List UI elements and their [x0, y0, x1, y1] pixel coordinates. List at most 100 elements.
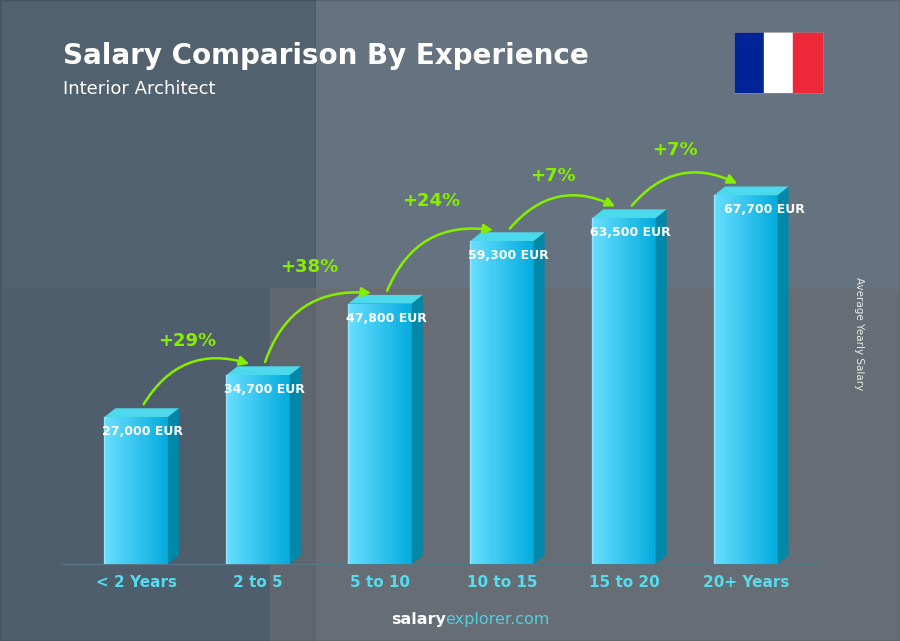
Bar — [499, 241, 502, 564]
Bar — [649, 218, 652, 564]
Bar — [355, 304, 358, 564]
Bar — [530, 241, 534, 564]
Text: 59,300 EUR: 59,300 EUR — [468, 249, 549, 262]
Bar — [361, 304, 365, 564]
Bar — [608, 218, 611, 564]
Bar — [405, 304, 409, 564]
Polygon shape — [714, 187, 788, 196]
Bar — [402, 304, 405, 564]
Bar — [136, 417, 140, 564]
Bar — [358, 304, 361, 564]
Bar — [286, 375, 290, 564]
Text: +7%: +7% — [530, 167, 576, 185]
Bar — [271, 375, 274, 564]
Bar — [146, 417, 148, 564]
Bar — [624, 218, 627, 564]
Text: 63,500 EUR: 63,500 EUR — [590, 226, 670, 239]
Bar — [771, 196, 774, 564]
Polygon shape — [778, 187, 788, 564]
Bar — [121, 417, 123, 564]
Bar — [104, 417, 108, 564]
Bar — [155, 417, 158, 564]
Text: +38%: +38% — [280, 258, 338, 276]
Text: 47,800 EUR: 47,800 EUR — [346, 312, 427, 325]
Bar — [746, 196, 749, 564]
Bar — [130, 417, 133, 564]
Text: 67,700 EUR: 67,700 EUR — [724, 203, 805, 217]
Bar — [627, 218, 630, 564]
Bar — [527, 241, 530, 564]
Polygon shape — [471, 232, 544, 241]
Bar — [158, 417, 161, 564]
Bar — [652, 218, 655, 564]
Bar — [127, 417, 130, 564]
Bar — [752, 196, 755, 564]
Bar — [252, 375, 255, 564]
Bar — [152, 417, 155, 564]
Polygon shape — [592, 210, 667, 218]
Bar — [239, 375, 242, 564]
Bar — [730, 196, 734, 564]
Bar — [490, 241, 492, 564]
Bar — [161, 417, 165, 564]
Bar — [515, 241, 518, 564]
Bar — [492, 241, 496, 564]
Bar — [255, 375, 258, 564]
Bar — [740, 196, 742, 564]
Text: explorer.com: explorer.com — [446, 612, 550, 627]
Bar — [352, 304, 355, 564]
Bar — [742, 196, 746, 564]
Text: +29%: +29% — [158, 332, 216, 350]
Bar — [734, 32, 763, 93]
Bar — [409, 304, 411, 564]
Bar — [148, 417, 152, 564]
Bar — [763, 32, 794, 93]
Bar — [621, 218, 624, 564]
Bar — [524, 241, 527, 564]
Bar — [165, 417, 168, 564]
Bar — [592, 218, 596, 564]
Bar — [605, 218, 608, 564]
Bar — [736, 196, 740, 564]
Bar — [386, 304, 390, 564]
Text: Interior Architect: Interior Architect — [63, 80, 215, 98]
Bar — [277, 375, 280, 564]
Bar — [258, 375, 261, 564]
Bar — [765, 196, 768, 564]
Bar — [374, 304, 377, 564]
Bar — [617, 218, 621, 564]
Polygon shape — [290, 366, 301, 564]
Bar — [636, 218, 640, 564]
Polygon shape — [655, 210, 667, 564]
Bar — [284, 375, 286, 564]
Bar — [392, 304, 396, 564]
Bar — [602, 218, 605, 564]
Bar — [367, 304, 371, 564]
Bar — [380, 304, 383, 564]
Bar — [383, 304, 386, 564]
Bar — [502, 241, 505, 564]
Bar — [348, 304, 352, 564]
Bar — [511, 241, 515, 564]
Bar — [486, 241, 490, 564]
Bar — [724, 196, 727, 564]
Bar — [142, 417, 146, 564]
Polygon shape — [411, 295, 423, 564]
Bar — [755, 196, 759, 564]
Bar — [646, 218, 649, 564]
Polygon shape — [227, 366, 301, 375]
Bar — [0, 0, 315, 641]
Bar — [227, 375, 230, 564]
Bar — [133, 417, 136, 564]
Bar — [117, 417, 121, 564]
Bar — [364, 304, 367, 564]
Bar — [749, 196, 752, 564]
Bar — [0, 0, 900, 288]
Bar — [598, 218, 602, 564]
Bar — [140, 417, 142, 564]
Bar — [246, 375, 248, 564]
Bar — [123, 417, 127, 564]
Bar — [611, 218, 615, 564]
Bar — [761, 196, 765, 564]
Bar — [496, 241, 499, 564]
